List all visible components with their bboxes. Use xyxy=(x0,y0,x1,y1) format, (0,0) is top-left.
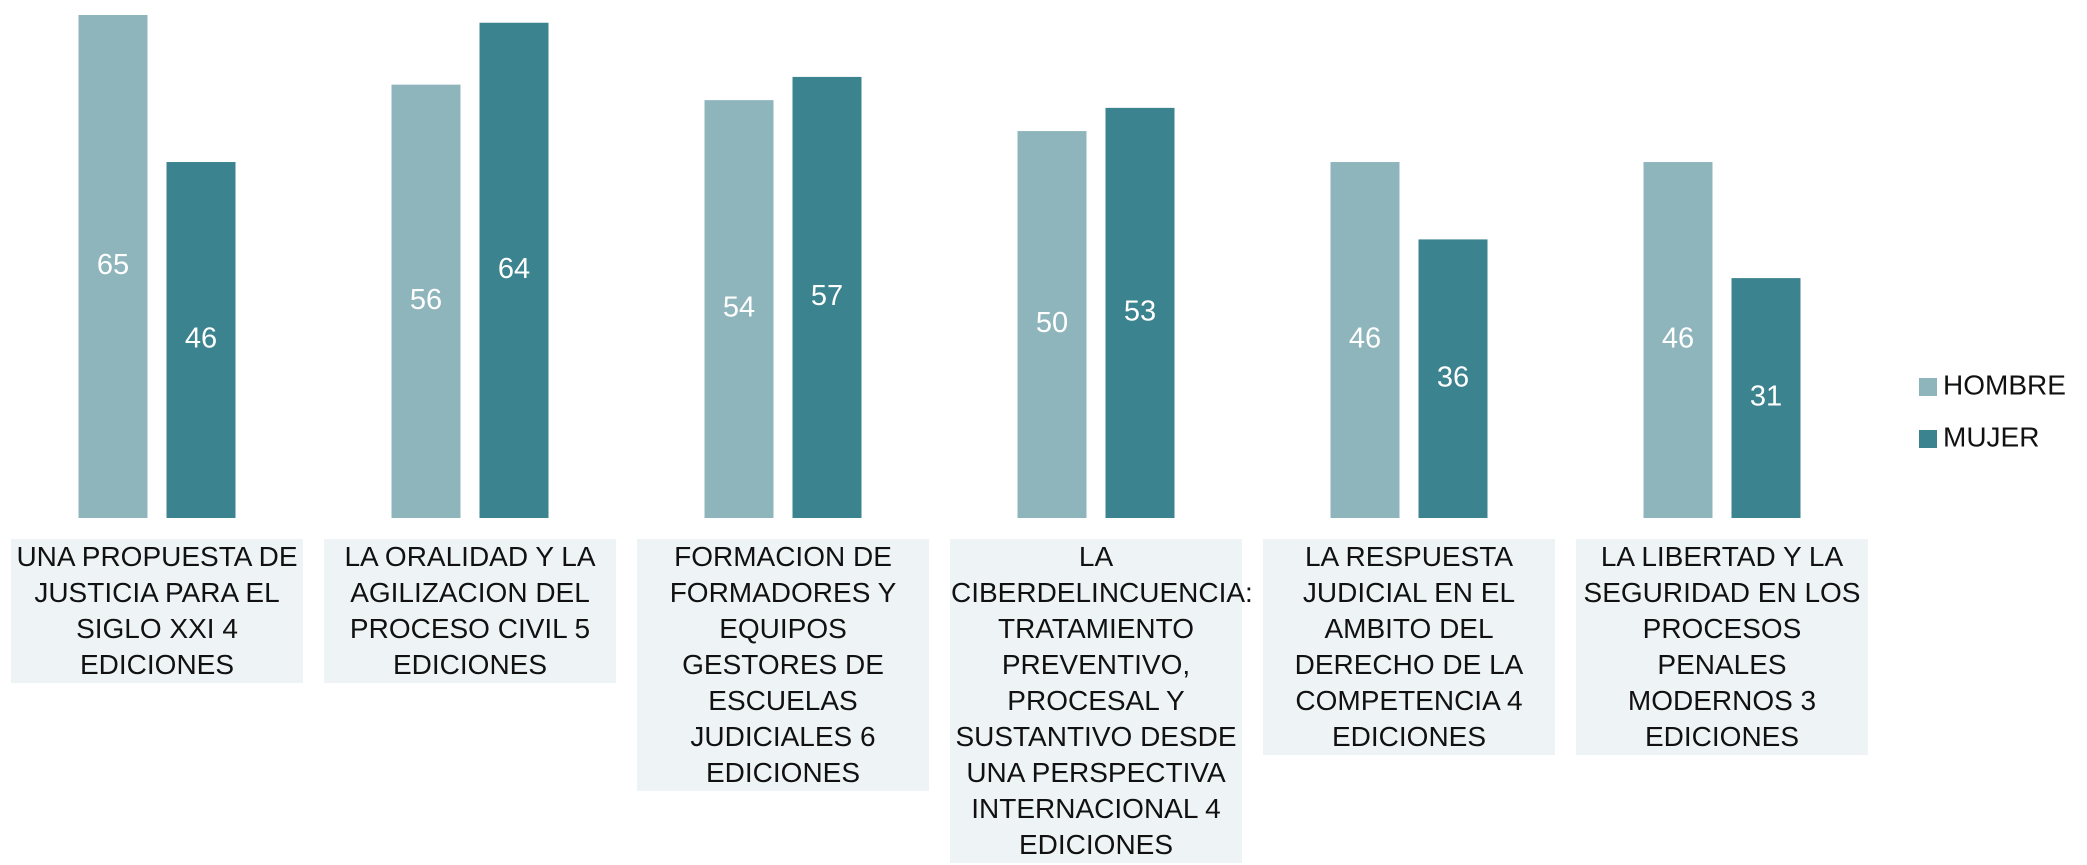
value-label: 57 xyxy=(811,280,843,312)
value-label: 54 xyxy=(723,292,755,324)
bar xyxy=(78,15,148,518)
x-tick-label: LA LIBERTAD Y LA SEGURIDAD EN LOS PROCES… xyxy=(1576,539,1868,755)
bar xyxy=(704,100,774,518)
value-label: 56 xyxy=(410,284,442,316)
legend-swatch xyxy=(1919,378,1937,396)
legend-label: HOMBRE xyxy=(1943,369,2066,400)
x-tick-label: LA RESPUESTA JUDICIAL EN EL AMBITO DEL D… xyxy=(1263,539,1555,755)
value-label: 65 xyxy=(97,249,129,281)
category-label-box: LA ORALIDAD Y LA AGILIZACION DEL PROCESO… xyxy=(320,539,620,683)
category-label-box: LA RESPUESTA JUDICIAL EN EL AMBITO DEL D… xyxy=(1259,539,1559,755)
value-label: 53 xyxy=(1124,296,1156,328)
bar xyxy=(1731,278,1801,518)
x-tick-label: LA ORALIDAD Y LA AGILIZACION DEL PROCESO… xyxy=(324,539,616,683)
bar xyxy=(1105,107,1175,518)
category-label-box: UNA PROPUESTA DE JUSTICIA PARA EL SIGLO … xyxy=(7,539,307,683)
bar xyxy=(166,162,236,518)
x-tick-label: UNA PROPUESTA DE JUSTICIA PARA EL SIGLO … xyxy=(11,539,303,683)
bar xyxy=(1330,162,1400,518)
bar xyxy=(479,22,549,518)
value-label: 50 xyxy=(1036,307,1068,339)
bar xyxy=(792,76,862,519)
bar xyxy=(1017,131,1087,519)
bar xyxy=(1643,162,1713,518)
value-label: 36 xyxy=(1437,361,1469,393)
value-label: 31 xyxy=(1750,381,1782,413)
x-tick-label: FORMACION DE FORMADORES Y EQUIPOS GESTOR… xyxy=(637,539,929,791)
value-label: 64 xyxy=(498,253,530,285)
value-label: 46 xyxy=(185,323,217,355)
category-label-box: LA CIBERDELINCUENCIA: TRATAMIENTO PREVEN… xyxy=(946,539,1253,863)
value-label: 46 xyxy=(1662,323,1694,355)
x-tick-label: LA CIBERDELINCUENCIA: TRATAMIENTO PREVEN… xyxy=(950,539,1253,863)
legend-label: MUJER xyxy=(1943,421,2039,452)
legend-swatch xyxy=(1919,430,1937,448)
category-label-box: LA LIBERTAD Y LA SEGURIDAD EN LOS PROCES… xyxy=(1572,539,1872,755)
value-label: 46 xyxy=(1349,323,1381,355)
bar xyxy=(1418,239,1488,518)
bar xyxy=(391,84,461,519)
category-label-box: FORMACION DE FORMADORES Y EQUIPOS GESTOR… xyxy=(633,539,933,791)
